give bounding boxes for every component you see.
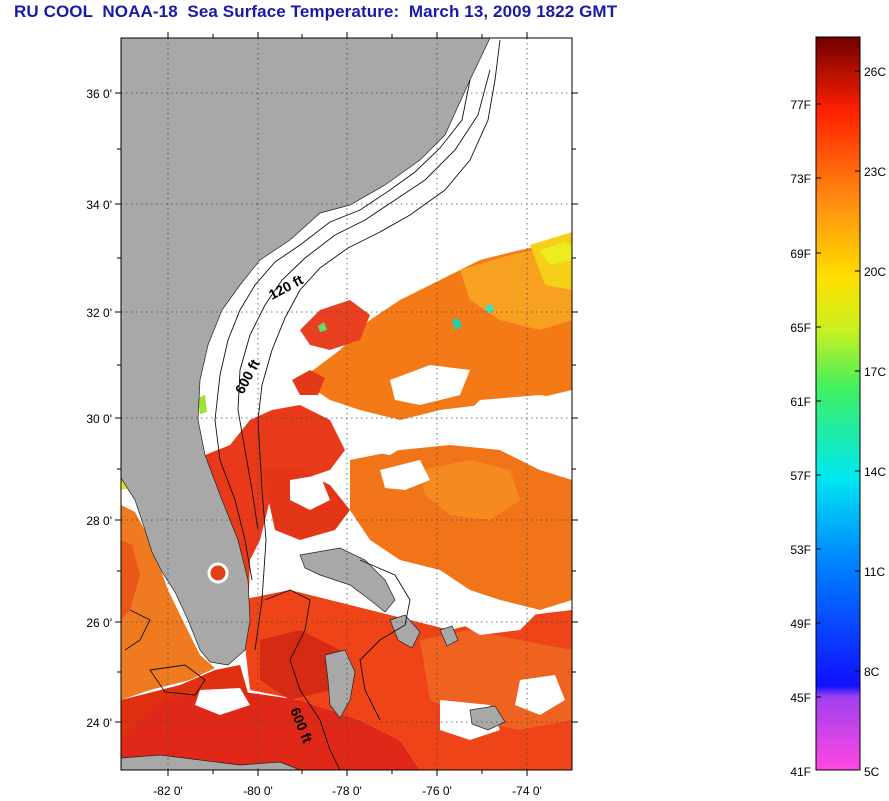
colorbar-c-label: 17C [864,365,886,379]
lon-label: -82 0' [153,784,183,798]
latitude-labels: 36 0' 34 0' 32 0' 30 0' 28 0' 26 0' 24 0… [86,87,112,730]
lon-label: -80 0' [243,784,273,798]
lat-label: 28 0' [86,514,112,528]
colorbar-c-label: 5C [864,765,880,779]
lake-okeechobee [207,562,229,584]
colorbar-c-label: 11C [864,565,885,579]
colorbar-f-label: 41F [790,765,811,779]
colorbar-f-label: 45F [790,691,811,705]
lat-label: 34 0' [86,198,112,212]
land-mainland [121,38,491,666]
colorbar-f-label: 53F [790,543,811,557]
colorbar-ticks [816,70,860,771]
colorbar-c-label: 23C [864,165,886,179]
colorbar-c-label: 14C [864,465,886,479]
colorbar-celsius-labels: 26C 23C 20C 17C 14C 11C 8C 5C [864,65,886,779]
land-bahamas [299,547,506,731]
lat-label: 24 0' [86,716,112,730]
map-grid [121,38,572,770]
longitude-labels: -82 0' -80 0' -78 0' -76 0' -74 0' [153,784,542,798]
lat-label: 30 0' [86,412,112,426]
colorbar-f-label: 49F [790,617,811,631]
colorbar-f-label: 61F [790,395,811,409]
land-cuba [121,754,301,770]
colorbar-f-label: 73F [790,172,811,186]
map-layers [121,38,572,770]
colorbar-f-label: 69F [790,247,811,261]
map-title: RU COOL NOAA-18 Sea Surface Temperature:… [14,2,618,21]
map-ticks [115,32,578,776]
colorbar-c-label: 26C [864,65,886,79]
colorbar-f-label: 77F [790,98,811,112]
lon-label: -74 0' [512,784,542,798]
lat-label: 32 0' [86,306,112,320]
colorbar-c-label: 8C [864,665,880,679]
lat-label: 26 0' [86,616,112,630]
lon-label: -78 0' [332,784,362,798]
colorbar [815,36,861,771]
colorbar-f-label: 57F [790,469,811,483]
lat-label: 36 0' [86,87,112,101]
lon-label: -76 0' [422,784,452,798]
colorbar-f-label: 65F [790,321,811,335]
colorbar-c-label: 20C [864,265,886,279]
bathymetry-contours [124,39,501,770]
colorbar-fahrenheit-labels: 77F 73F 69F 65F 61F 57F 53F 49F 45F 41F [790,98,811,779]
